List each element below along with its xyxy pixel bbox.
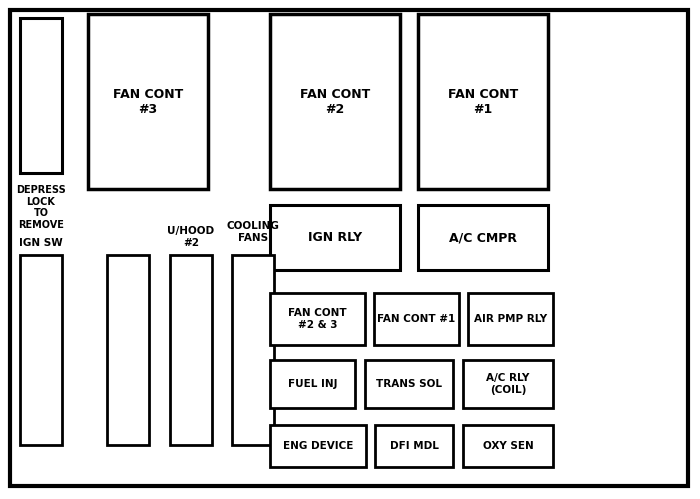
Bar <box>20 18 62 173</box>
Text: DFI MDL: DFI MDL <box>390 441 438 451</box>
Text: FAN CONT
#3: FAN CONT #3 <box>113 87 183 115</box>
Text: U/HOOD
#2: U/HOOD #2 <box>167 227 215 248</box>
Bar <box>270 425 366 467</box>
Text: FAN CONT
#2 & 3: FAN CONT #2 & 3 <box>288 308 346 330</box>
Bar <box>270 205 400 270</box>
Bar <box>232 255 274 445</box>
Text: FAN CONT #1: FAN CONT #1 <box>377 314 456 324</box>
Text: OXY SEN: OXY SEN <box>482 441 533 451</box>
Text: IGN SW: IGN SW <box>19 238 63 248</box>
Bar <box>365 360 453 408</box>
Bar <box>270 360 355 408</box>
Text: COOLING
FANS: COOLING FANS <box>227 222 279 243</box>
Bar <box>107 255 149 445</box>
Bar <box>375 425 453 467</box>
Text: A/C CMPR: A/C CMPR <box>449 231 517 244</box>
Bar <box>463 360 553 408</box>
Bar <box>170 255 212 445</box>
Text: A/C RLY
(COIL): A/C RLY (COIL) <box>486 373 530 395</box>
Bar <box>270 14 400 189</box>
Bar <box>88 14 208 189</box>
Bar <box>374 293 459 345</box>
Bar <box>20 255 62 445</box>
Bar <box>270 293 365 345</box>
Text: IGN RLY: IGN RLY <box>308 231 362 244</box>
Text: AIR PMP RLY: AIR PMP RLY <box>474 314 547 324</box>
Text: FUEL INJ: FUEL INJ <box>288 379 337 389</box>
Text: TRANS SOL: TRANS SOL <box>376 379 442 389</box>
Text: DEPRESS
LOCK
TO
REMOVE: DEPRESS LOCK TO REMOVE <box>16 185 66 230</box>
Bar <box>418 14 548 189</box>
Text: ENG DEVICE: ENG DEVICE <box>283 441 354 451</box>
Bar <box>468 293 553 345</box>
Text: FAN CONT
#1: FAN CONT #1 <box>448 87 518 115</box>
Bar <box>463 425 553 467</box>
Bar <box>418 205 548 270</box>
Text: FAN CONT
#2: FAN CONT #2 <box>300 87 370 115</box>
